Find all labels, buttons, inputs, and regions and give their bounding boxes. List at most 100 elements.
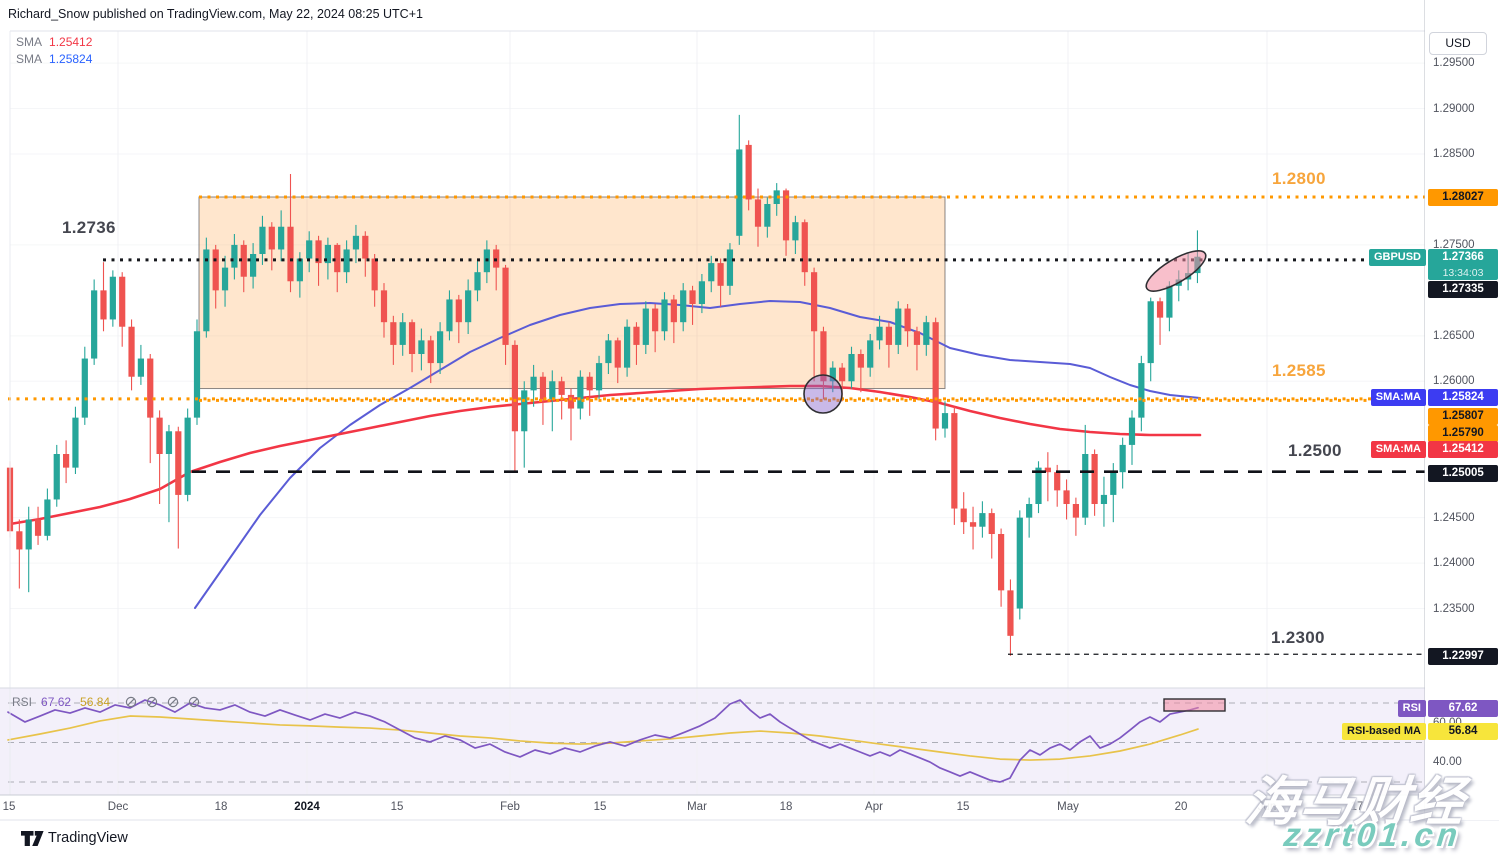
level-label-1.2736: 1.2736 [62, 218, 116, 237]
candle [1082, 424, 1089, 525]
sma-slow-legend-row: SMA 1.25824 [16, 51, 92, 68]
candle [324, 237, 331, 280]
candle [736, 114, 743, 245]
candle [1026, 497, 1033, 538]
candle [913, 326, 921, 371]
candle [380, 283, 388, 338]
candle [1072, 497, 1079, 536]
badge-chip: SMA:MA [1370, 389, 1426, 407]
candle [820, 326, 827, 400]
candle [231, 234, 238, 280]
candle [418, 328, 425, 371]
consolidation-zone-box[interactable] [198, 196, 946, 390]
price-tick: 1.23500 [1433, 602, 1475, 615]
candle [689, 285, 696, 325]
tradingview-logo-icon[interactable] [21, 830, 45, 847]
candle [595, 355, 603, 402]
candle [268, 222, 275, 271]
badge-value: 1.28027 [1442, 191, 1484, 203]
price-tick: 1.28500 [1433, 147, 1475, 160]
sma-slow-value: 1.25824 [49, 52, 93, 66]
candle [792, 215, 799, 255]
indicator-ghost-icon[interactable] [146, 696, 158, 708]
candle [951, 406, 958, 525]
candle [764, 197, 771, 238]
price-tick: 1.26000 [1433, 375, 1475, 388]
sma-slow-label: SMA [16, 52, 43, 66]
candle [427, 335, 434, 384]
rsi-ma-line [7, 715, 1199, 761]
countdown-timer: 13:34:03 [1442, 267, 1484, 280]
candle [408, 319, 416, 373]
candle [502, 264, 509, 365]
sma-cross-highlight-circle[interactable] [803, 374, 843, 414]
breakout-highlight-ellipse[interactable] [1141, 244, 1211, 299]
candle [474, 261, 481, 302]
candle [362, 231, 369, 277]
candle [754, 188, 762, 247]
candle [539, 372, 547, 425]
price-tick: 1.24500 [1433, 511, 1475, 524]
candle [278, 210, 285, 262]
badge-chip: RSI-based MA [1342, 722, 1426, 740]
candle [1156, 297, 1164, 345]
sma-legend: SMA 1.25412 SMA 1.25824 [16, 34, 92, 68]
time-label-20: 20 [1174, 801, 1188, 813]
candle [91, 279, 98, 365]
candle [1044, 452, 1051, 502]
indicator-ghost-icon[interactable] [167, 696, 179, 708]
candle [399, 313, 406, 356]
indicator-ghost-icon[interactable] [125, 696, 137, 708]
level-label-1.2585: 1.2585 [1272, 361, 1326, 380]
candle [465, 279, 472, 335]
badge-chip: GBPUSD [1368, 249, 1426, 267]
time-label-15: 15 [956, 801, 970, 813]
candle [530, 364, 537, 407]
candle [147, 354, 154, 464]
candle [315, 235, 322, 286]
indicator-ghost-icon[interactable] [188, 696, 200, 708]
candle [193, 319, 201, 425]
currency-toggle-button[interactable]: USD [1429, 32, 1487, 55]
candle [53, 444, 60, 507]
candle [577, 370, 584, 420]
rsi-line [7, 699, 1199, 783]
candle [137, 344, 144, 385]
badge-value: 1.25412 [1442, 442, 1484, 455]
candle [708, 255, 715, 293]
axis-badge-rsi-based-ma: RSI-based MA 56.84 [1342, 722, 1498, 740]
candle [885, 322, 892, 368]
candle [811, 267, 818, 382]
axis-badge-sma-ma: SMA:MA 1.25412 [1370, 440, 1498, 458]
tradingview-brand-text[interactable]: TradingView [48, 830, 128, 846]
time-label-Dec: Dec [107, 801, 129, 813]
candle [923, 315, 930, 356]
time-label-15: 15 [2, 801, 16, 813]
candle [81, 346, 88, 425]
candle [109, 270, 116, 327]
time-label-Apr: Apr [865, 801, 883, 813]
indicator-action-icons [125, 696, 200, 708]
rsi-highlight-box[interactable] [1163, 698, 1226, 712]
candle [1119, 437, 1126, 489]
time-label-Jun: Jun [1257, 801, 1277, 813]
axis-badge-1.28027: 1.28027 [1428, 189, 1498, 206]
badge-value: 1.25005 [1442, 466, 1484, 479]
candle [829, 361, 836, 393]
candle [895, 301, 902, 355]
candle [801, 219, 808, 286]
candle [34, 506, 42, 545]
candle [521, 381, 528, 468]
rsi-ma-legend-value: 56.84 [80, 695, 111, 709]
candle [1166, 281, 1173, 332]
axis-badge-1.25807: 1.25807 [1428, 407, 1498, 425]
candle [1100, 476, 1108, 527]
candle [371, 254, 378, 307]
candle [221, 255, 229, 307]
candle [642, 301, 649, 355]
candle [1091, 449, 1098, 516]
candle [352, 224, 360, 264]
candle [904, 304, 911, 347]
